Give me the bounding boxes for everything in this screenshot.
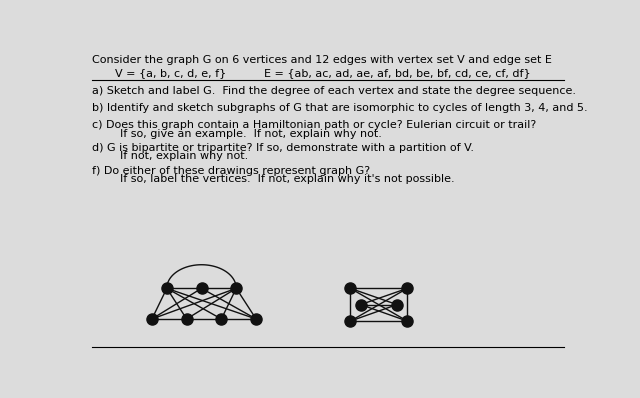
Text: a) Sketch and label G.  Find the degree of each vertex and state the degree sequ: a) Sketch and label G. Find the degree o… [92, 86, 577, 96]
Text: If so, give an example.  If not, explain why not.: If so, give an example. If not, explain … [92, 129, 382, 139]
Text: b) Identify and sketch subgraphs of G that are isomorphic to cycles of length 3,: b) Identify and sketch subgraphs of G th… [92, 103, 588, 113]
Text: If not, explain why not.: If not, explain why not. [92, 151, 249, 161]
Text: f) Do either of these drawings represent graph G?: f) Do either of these drawings represent… [92, 166, 371, 176]
Text: V = {a, b, c, d, e, f}: V = {a, b, c, d, e, f} [115, 68, 226, 78]
Text: E = {ab, ac, ad, ae, af, bd, be, bf, cd, ce, cf, df}: E = {ab, ac, ad, ae, af, bd, be, bf, cd,… [264, 68, 530, 78]
Text: Consider the graph G on 6 vertices and 12 edges with vertex set V and edge set E: Consider the graph G on 6 vertices and 1… [92, 55, 552, 65]
Text: c) Does this graph contain a Hamiltonian path or cycle? Eulerian circuit or trai: c) Does this graph contain a Hamiltonian… [92, 120, 537, 131]
Text: If so, label the vertices.  If not, explain why it's not possible.: If so, label the vertices. If not, expla… [92, 174, 455, 184]
Text: d) G is bipartite or tripartite? If so, demonstrate with a partition of V.: d) G is bipartite or tripartite? If so, … [92, 143, 474, 153]
